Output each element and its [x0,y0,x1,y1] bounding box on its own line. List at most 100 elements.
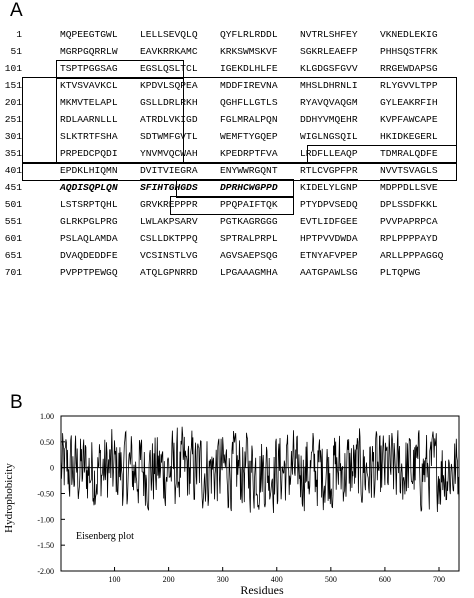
sequence-panel: 1 MQPEEGTGWL LELLSEVQLQ QYFLRLRDDL NVTRLSHFE… [0,20,474,390]
panel-b-label: B [10,392,23,413]
y-tick-label: -1.00 [37,515,54,524]
sequence-block: KLGDGSFGVV [300,63,358,74]
sequence-block: AGVSAEPSQG [220,250,278,261]
sequence-block: SLKTRTFSHA [60,131,118,142]
y-tick-label: -0.50 [37,490,54,499]
sequence-block: QYFLRLRDDL [220,29,278,40]
x-tick-label: 600 [379,575,391,584]
sequence-block: KTVSVAVKCL [60,80,118,91]
sequence-block: WIGLNGSQIL [300,131,358,142]
sequence-block: HPTPVVDWDA [300,233,358,244]
y-tick-label: -1.50 [37,541,54,550]
domain-box [176,179,294,198]
sequence-block: RTLCVGPFPR [300,162,358,180]
sequence-block: MQPEEGTGWL [60,29,118,40]
x-tick-label: 200 [163,575,175,584]
residue-number: 551 [4,216,22,227]
sequence-block: SDTWMFGVTL [140,131,198,142]
residue-number: 301 [4,131,22,142]
x-tick-labels: 100 200 300 400 500 600 700 [109,567,445,584]
sequence-block: SGKRLEAEFP [300,46,358,57]
sequence-block: GRVKREPPPR [140,199,198,210]
residue-number: 151 [4,80,22,91]
sequence-block: SPTRALPRPL [220,233,278,244]
sequence-block: NVVTSVAGLS [380,162,438,180]
hydrophobicity-trace [60,426,460,514]
sequence-block: ATRDLVKIGD [140,114,198,125]
sequence-block: WEMFTYGQEP [220,131,278,142]
sequence-block: GYLEAKRFIH [380,97,438,108]
y-tick-label: 1.00 [40,412,54,421]
plot-frame [60,415,460,572]
sequence-block: PLTQPWG [380,267,421,278]
sequence-block: RYAVQVAQGM [300,97,358,108]
sequence-block: DPLSSDFKKL [380,199,438,210]
sequence-block: MDPPDLLSVE [380,182,438,193]
residue-number: 51 [10,46,22,57]
sequence-block: VCSINSTLVG [140,250,198,261]
sequence-block: PVVPAPRPCA [380,216,438,227]
y-tick-label: 0 [50,464,54,473]
sequence-block: AATGPAWLSG [300,267,358,278]
sequence-block: DVITVIEGRA [140,162,198,180]
sequence-block: SFIHTGHGDS [140,182,198,193]
sequence-block: LPGAAAGMHA [220,267,278,278]
x-tick-label: 400 [271,575,283,584]
sequence-block: AQDISQPLQN [60,182,118,193]
sequence-block: KRKSWMSKVF [220,46,278,57]
sequence-block: PGTKAGRGGG [220,216,278,227]
sequence-block: PVPPTPEWGQ [60,267,118,278]
residue-number: 1 [16,29,22,40]
sequence-block: YNVMVQCWAH [140,148,198,159]
sequence-block: LWLAKPSARV [140,216,198,227]
sequence-block: RLYGVVLTPP [380,80,438,91]
panel-a-label: A [10,0,23,21]
hydrophobicity-plot: 1.00 0.50 0 -0.50 -1.00 -1.50 -2.00 100 200 300 4… [3,412,460,597]
sequence-block: PHHSQSTFRK [380,46,438,57]
sequence-block: EAVKRRKAMC [140,46,198,57]
sequence-block: EPDKLHIQMN [60,162,118,180]
sequence-block: DVAQDEDDFE [60,250,118,261]
sequence-block: IGEKDLHLFE [220,63,278,74]
sequence-block: LRDFLLEAQP [300,148,358,159]
domain-box [307,145,457,164]
y-tick-label: 0.50 [40,438,54,447]
residue-number: 601 [4,233,22,244]
sequence-block: DPRHCWGPPD [220,182,278,193]
residue-number: 501 [4,199,22,210]
sequence-block: TSPTPGGSAG [60,63,118,74]
x-axis-label: Residues [240,583,284,597]
sequence-block: LSTSRPTQHL [60,199,118,210]
sequence-block: RRGEWDAPSG [380,63,438,74]
domain-box [170,196,294,215]
sequence-block: KPEDRPTFVA [220,148,278,159]
sequence-block: LELLSEVQLQ [140,29,198,40]
residue-number: 351 [4,148,22,159]
residue-number: 451 [4,182,22,193]
y-tick-label: -2.00 [37,567,54,576]
sequence-block: GLRKPGLPRG [60,216,118,227]
sequence-block: PRPEDCPQDI [60,148,118,159]
sequence-block: PPQPAIFTQK [220,199,278,210]
sequence-block: RDLAARNLLL [60,114,118,125]
y-axis-label: Hydrophobicity [3,463,15,533]
plot-annotation: Eisenberg plot [76,531,134,542]
sequence-block: GSLLDRLRKH [140,97,198,108]
sequence-block: MDDFIREVNA [220,80,278,91]
sequence-block: EGSLQSLTCL [140,63,198,74]
sequence-block: NVTRLSHFEY [300,29,358,40]
sequence-block: EVTLIDFGEE [300,216,358,227]
sequence-block: PSLAQLAMDA [60,233,118,244]
sequence-block: MHSLDHRNLI [300,80,358,91]
sequence-block: MKMVTELAPL [60,97,118,108]
sequence-block: ARLLPPPAGGQ [380,250,444,261]
sequence-block: TDMRALQDFE [380,148,438,159]
residue-number: 201 [4,97,22,108]
x-tick-label: 100 [109,575,121,584]
sequence-block: PTYDPVSEDQ [300,199,358,210]
sequence-block: DDHYVMQEHR [300,114,358,125]
sequence-block: KVPFAWCAPE [380,114,438,125]
sequence-block: MGRPGQRRLW [60,46,118,57]
residue-number: 101 [4,63,22,74]
residue-number: 401 [4,165,22,176]
